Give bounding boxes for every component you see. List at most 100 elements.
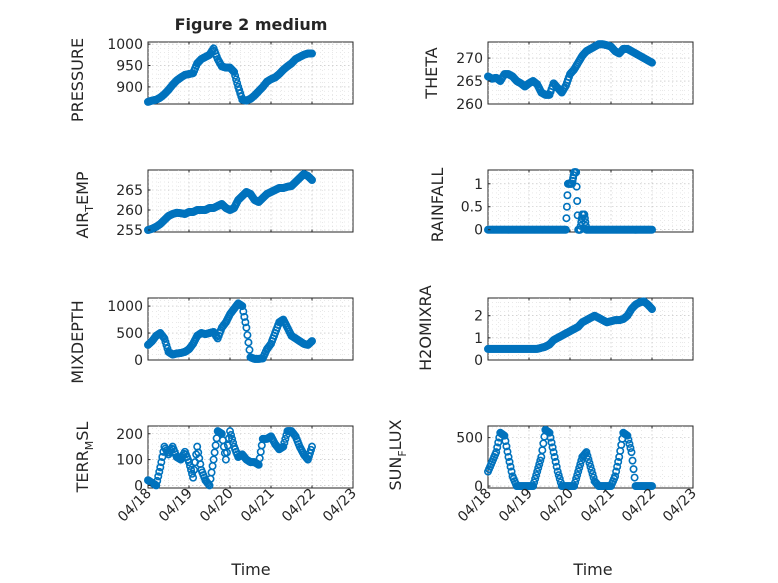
ytick-label: 0: [474, 353, 483, 369]
data-point: [536, 456, 545, 465]
data-point: [228, 65, 237, 74]
xlabel-right: Time: [572, 560, 612, 579]
data-point: [534, 463, 543, 472]
data-point: [647, 58, 656, 67]
panel-rainfall: 0 0.5 1 RAINFALL: [428, 168, 694, 243]
ytick-label: 0: [134, 353, 143, 369]
xlabel-left: Time: [230, 560, 270, 579]
data-point: [625, 439, 634, 448]
ytick-label: 1: [474, 177, 483, 193]
data-point: [563, 191, 572, 200]
xtick-label: 04/21: [578, 486, 618, 526]
data-point: [156, 463, 165, 472]
data-point: [647, 225, 656, 234]
ytick-labels-pressure: 900 950 1000: [107, 37, 151, 96]
data-point: [562, 202, 571, 211]
data-point: [573, 471, 582, 480]
data-point: [307, 49, 316, 58]
ytick-label: 260: [116, 203, 143, 219]
data-point: [228, 434, 237, 443]
ylabel-sun-flux-rest: LUX: [386, 419, 405, 450]
data-point: [572, 474, 581, 483]
data-point: [561, 225, 570, 234]
ytick-label: 0.5: [461, 200, 483, 216]
data-point: [307, 176, 316, 185]
ytick-label: 100: [116, 453, 143, 469]
data-point: [307, 442, 316, 451]
data-point: [187, 465, 196, 474]
data-point: [547, 438, 556, 447]
ytick-label: 200: [116, 427, 143, 443]
data-point: [162, 341, 171, 350]
data-point: [502, 442, 511, 451]
markers-air-temp: [144, 170, 316, 235]
data-point: [576, 221, 585, 230]
xtick-label: 04/21: [238, 486, 278, 526]
data-point: [575, 463, 584, 472]
xtick-label: 04/19: [156, 486, 196, 526]
ytick-label: 1000: [107, 37, 143, 53]
data-point: [611, 472, 620, 481]
data-point: [553, 467, 562, 476]
data-point: [307, 337, 316, 346]
data-point: [529, 482, 538, 491]
grid-mixdepth: [147, 298, 354, 360]
data-point: [230, 67, 239, 76]
ytick-label: 0: [474, 223, 483, 239]
xtick-label: 04/22: [279, 486, 319, 526]
data-point: [161, 337, 170, 346]
data-point: [546, 433, 555, 442]
data-point: [550, 452, 559, 461]
ylabel-sun-flux-sub: F: [396, 450, 409, 456]
panel-mixdepth: 0 500 1000 MIXDEPTH: [68, 297, 354, 384]
panel-h2omixra: 0 1 2 H2OMIXRA: [416, 285, 694, 371]
ylabel-rainfall: RAINFALL: [428, 168, 447, 243]
markers-terr-msl: [144, 427, 316, 490]
data-point: [505, 457, 514, 466]
ytick-label: 270: [456, 51, 483, 67]
data-point: [612, 467, 621, 476]
data-point: [531, 474, 540, 483]
ytick-labels-air-temp: 255 260 265: [116, 183, 151, 239]
data-point: [280, 438, 289, 447]
data-point: [580, 210, 589, 219]
data-point: [554, 471, 563, 480]
data-point: [551, 457, 560, 466]
ylabel-pressure: PRESSURE: [68, 38, 87, 122]
data-point: [549, 448, 558, 457]
data-point: [613, 462, 622, 471]
data-point: [574, 467, 583, 476]
data-point: [244, 338, 253, 347]
ylabel-terr-msl-sub: M: [83, 441, 96, 451]
data-point: [562, 214, 571, 223]
data-point: [628, 456, 637, 465]
ylabel-terr-msl-rest: SL: [73, 422, 92, 441]
data-point: [581, 218, 590, 227]
ylabel-air-temp-rest: EMP: [73, 171, 92, 205]
data-point: [501, 437, 510, 446]
ytick-labels-sun-flux: 0 500: [456, 431, 491, 495]
data-point: [238, 302, 247, 311]
ylabel-theta: THETA: [422, 47, 441, 99]
data-point: [552, 462, 561, 471]
xtick-labels-right: 04/18 04/19 04/20 04/21 04/22 04/23: [455, 486, 700, 526]
ylabel-sun-flux: SUNFLUX: [386, 419, 409, 490]
data-point: [160, 334, 169, 343]
data-point: [153, 476, 162, 485]
data-point: [585, 459, 594, 468]
ytick-label: 1: [474, 331, 483, 347]
markers-h2omixra: [483, 297, 656, 353]
ylabel-mixdepth: MIXDEPTH: [68, 300, 87, 383]
grid-air-temp: [147, 170, 354, 232]
data-point: [188, 469, 197, 478]
xtick-label: 04/20: [537, 486, 577, 526]
markers-theta: [483, 40, 656, 99]
data-point: [626, 444, 635, 453]
panel-theta: 260 265 270 THETA: [422, 40, 694, 113]
data-point: [154, 472, 163, 481]
ytick-label: 0: [134, 478, 143, 494]
ytick-label: 950: [116, 59, 143, 75]
data-point: [305, 339, 314, 348]
data-point: [580, 214, 589, 223]
